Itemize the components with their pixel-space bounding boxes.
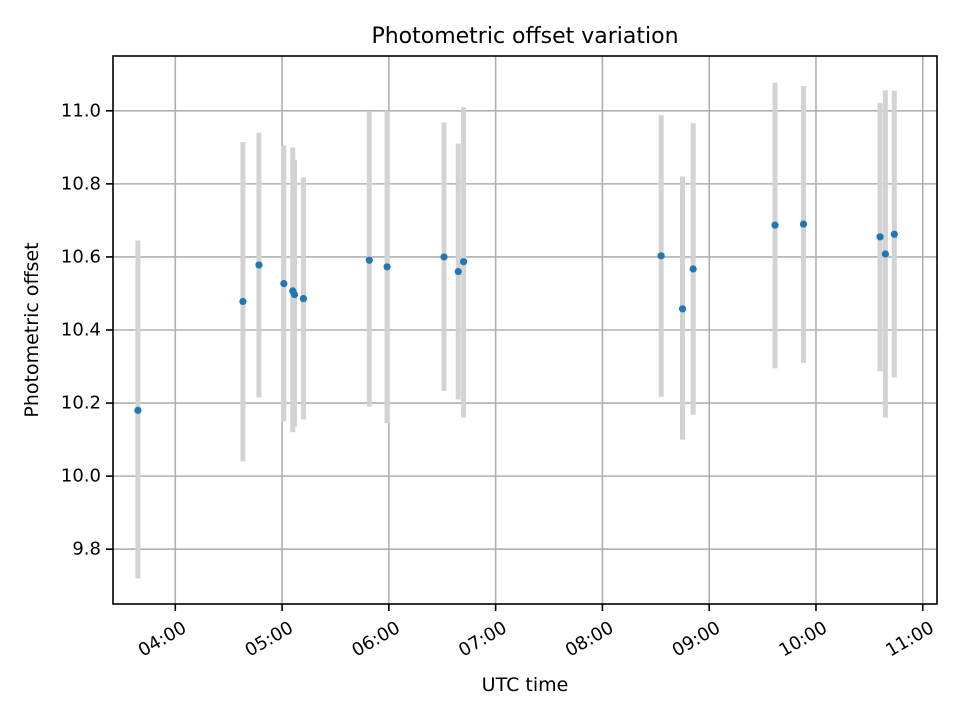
y-axis-label: Photometric offset bbox=[21, 242, 43, 417]
data-point bbox=[460, 258, 468, 266]
y-tick-label: 9.8 bbox=[72, 539, 101, 560]
y-tick-label: 10.8 bbox=[61, 173, 101, 194]
data-point bbox=[678, 305, 687, 313]
y-tick-label: 10.6 bbox=[61, 246, 101, 267]
data-point bbox=[689, 265, 697, 273]
y-tick-label: 10.2 bbox=[61, 393, 101, 414]
data-point bbox=[454, 267, 462, 276]
x-axis-label: UTC time bbox=[482, 674, 569, 696]
data-point bbox=[440, 253, 448, 261]
chart-title: Photometric offset variation bbox=[371, 24, 678, 49]
y-tick-label: 10.0 bbox=[61, 466, 101, 487]
x-tick-label: 05:00 bbox=[242, 617, 297, 661]
y-axis-ticks: 9.8 10.0 10.2 10.4 10.6 10.8 11.0 bbox=[61, 100, 113, 560]
data-point bbox=[134, 406, 142, 414]
data-point bbox=[365, 256, 373, 264]
y-tick-label: 10.4 bbox=[61, 320, 101, 341]
data-point bbox=[299, 294, 308, 303]
x-tick-label: 08:00 bbox=[562, 617, 617, 661]
data-point bbox=[876, 233, 884, 241]
x-tick-label: 11:00 bbox=[882, 617, 937, 661]
x-tick-label: 04:00 bbox=[135, 617, 190, 661]
data-point bbox=[280, 280, 288, 288]
data-point bbox=[881, 250, 889, 258]
x-axis-ticks: 04:00 05:00 06:00 07:00 08:00 09:00 10:00 11:00 bbox=[135, 604, 938, 661]
data-point bbox=[890, 230, 898, 238]
grid bbox=[113, 56, 937, 604]
x-tick-label: 09:00 bbox=[669, 617, 724, 661]
x-tick-label: 06:00 bbox=[348, 617, 403, 661]
x-tick-label: 10:00 bbox=[775, 617, 830, 661]
y-tick-label: 11.0 bbox=[61, 100, 101, 121]
data-point bbox=[771, 221, 779, 229]
data-point bbox=[383, 263, 391, 271]
data-point bbox=[290, 290, 299, 299]
data-point bbox=[255, 261, 263, 269]
x-tick-label: 07:00 bbox=[455, 617, 510, 661]
data-point bbox=[239, 297, 247, 306]
data-points bbox=[134, 220, 898, 414]
data-point bbox=[799, 220, 808, 228]
data-point bbox=[657, 252, 665, 260]
